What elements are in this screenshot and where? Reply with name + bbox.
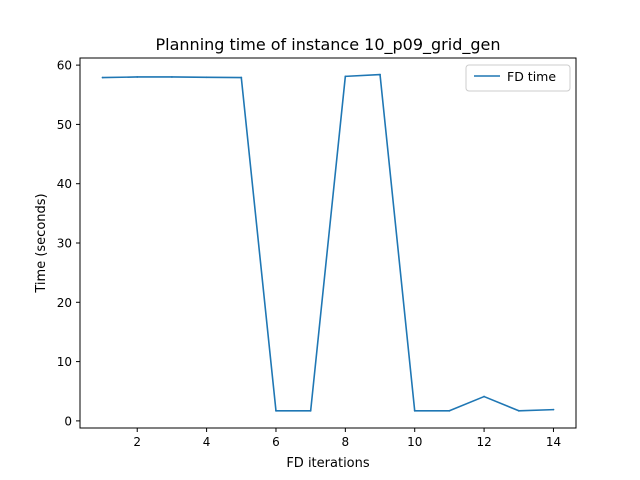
x-tick-label: 4 xyxy=(203,435,211,449)
y-tick-label: 60 xyxy=(57,59,72,73)
y-tick-label: 20 xyxy=(57,296,72,310)
series-line-fd-time xyxy=(102,73,554,412)
y-tick-label: 40 xyxy=(57,177,72,191)
data-point xyxy=(205,76,208,79)
y-tick-label: 50 xyxy=(57,118,72,132)
data-point xyxy=(240,76,243,79)
data-point xyxy=(309,409,312,412)
y-axis-ticks: 0 10 20 30 40 50 60 xyxy=(57,59,80,428)
data-point xyxy=(344,75,347,78)
x-tick-label: 14 xyxy=(546,435,561,449)
legend-label-fd-time: FD time xyxy=(507,69,556,84)
x-axis-label: FD iterations xyxy=(286,456,370,471)
data-point xyxy=(275,409,277,412)
x-tick-label: 6 xyxy=(272,435,280,449)
x-axis-ticks: 2 4 6 8 10 12 14 xyxy=(133,428,561,449)
data-point xyxy=(379,73,381,76)
data-point xyxy=(517,409,520,412)
data-point xyxy=(101,76,104,79)
x-tick-label: 12 xyxy=(476,435,491,449)
x-tick-label: 8 xyxy=(342,435,350,449)
legend-box xyxy=(465,64,571,92)
y-tick-label: 10 xyxy=(57,355,72,369)
data-point xyxy=(483,395,485,398)
chart-title: Planning time of instance 10_p09_grid_ge… xyxy=(156,35,501,55)
y-axis-label: Time (seconds) xyxy=(34,193,49,293)
data-point xyxy=(171,76,173,78)
y-tick-label: 30 xyxy=(57,237,72,251)
data-point xyxy=(413,409,416,412)
data-point xyxy=(448,409,451,412)
axes-frame xyxy=(79,57,577,429)
data-point xyxy=(552,408,555,411)
x-tick-label: 2 xyxy=(133,435,141,449)
plot-area xyxy=(101,73,555,412)
legend: FD time xyxy=(465,64,571,92)
x-tick-label: 10 xyxy=(407,435,422,449)
data-point xyxy=(136,76,139,78)
y-tick-label: 0 xyxy=(64,414,72,428)
